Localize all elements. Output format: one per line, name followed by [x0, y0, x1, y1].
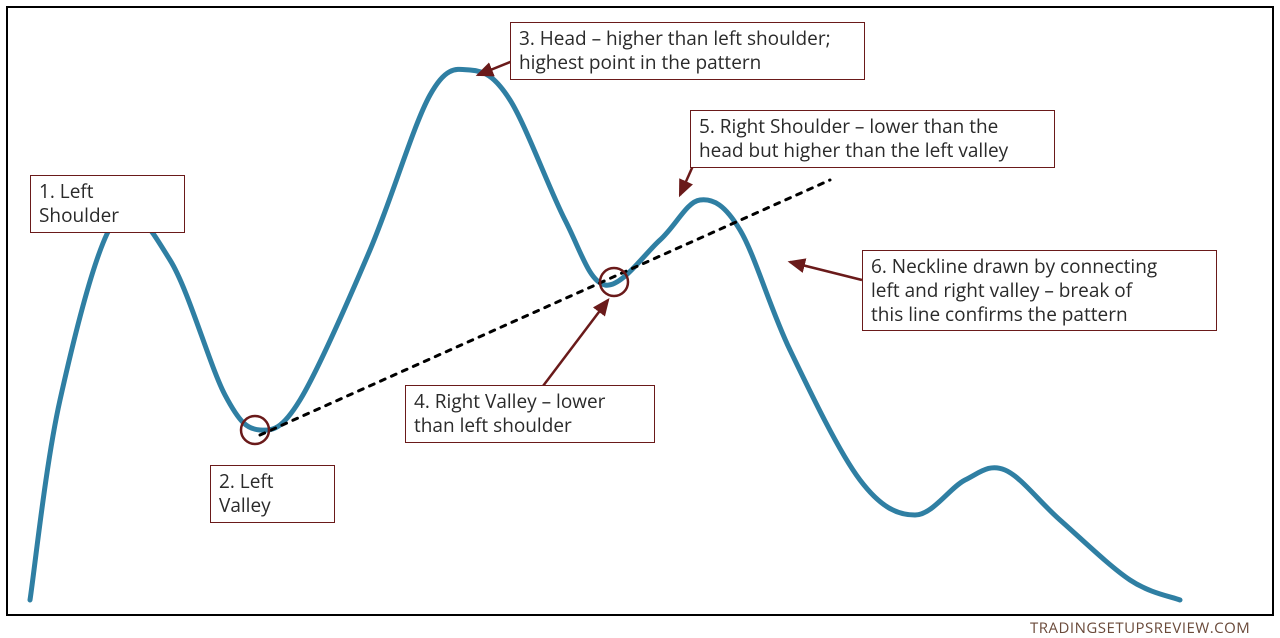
label-l6: 6. Neckline drawn by connecting left and… [862, 250, 1217, 331]
callout-arrows [478, 50, 862, 390]
label-l1: 1. Left Shoulder [30, 175, 185, 233]
watermark: TRADINGSETUPSREVIEW.COM [1030, 618, 1250, 638]
callout-arrow [790, 262, 862, 280]
label-l3: 3. Head – higher than left shoulder; hig… [510, 22, 865, 80]
callout-arrow [540, 300, 608, 390]
label-l5: 5. Right Shoulder – lower than the head … [690, 110, 1055, 168]
label-l2: 2. Left Valley [210, 465, 335, 523]
label-l4: 4. Right Valley – lower than left should… [405, 385, 655, 443]
